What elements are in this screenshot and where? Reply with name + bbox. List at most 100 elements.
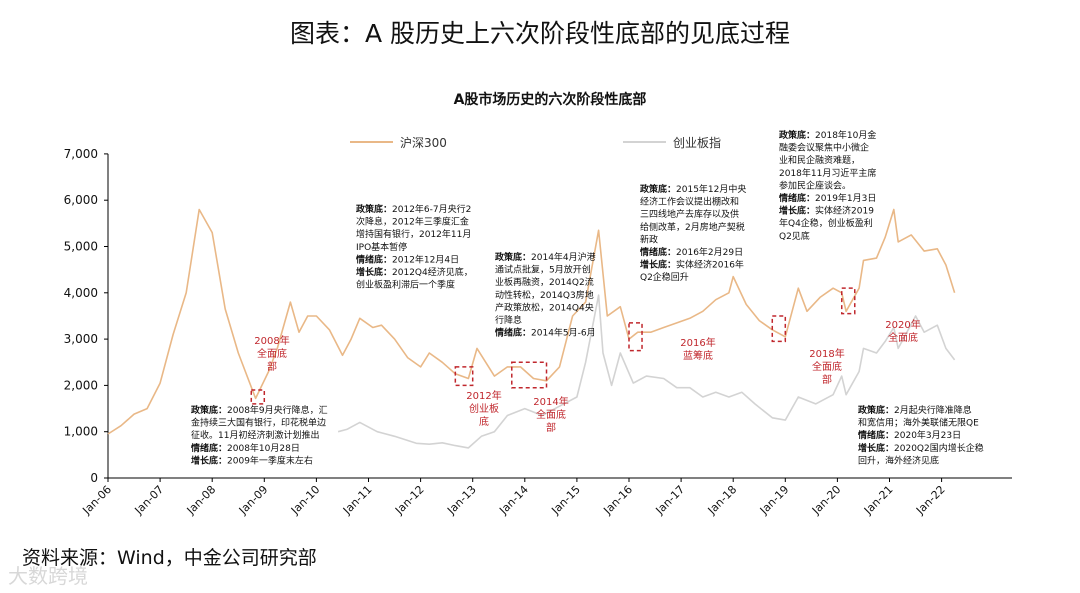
legend: 沪深300 创业板指 — [350, 135, 721, 150]
y-tick-label: 6,000 — [64, 193, 98, 207]
bottom-box-label: 蓝筹底 — [683, 349, 713, 362]
annotation-line: 征收。11月初经济刺激计划推出 — [191, 429, 319, 441]
series-line-gem — [337, 294, 956, 449]
bottom-box-label: 部 — [267, 360, 277, 373]
y-tick-label: 1,000 — [64, 425, 98, 439]
bottom-box-label: 全面底 — [812, 360, 842, 373]
line-chart: A股市场历史的六次阶段性底部 沪深300 创业板指 0 1,000 2,000 3,0… — [64, 91, 1012, 518]
y-tick-label: 0 — [90, 471, 98, 485]
annotation-line: 增长底：2020Q2国内增长企稳 — [858, 442, 984, 454]
x-tick-label: Jan-20 — [809, 483, 844, 518]
annotation-line: 新政 — [640, 233, 658, 245]
x-tick-label: Jan-15 — [548, 483, 583, 518]
annotation-line: 回升，海外经济见底 — [858, 454, 939, 466]
bottom-box-label: 2008年 — [254, 334, 289, 347]
x-tick-label: Jan-12 — [392, 483, 427, 518]
y-tick-label: 5,000 — [64, 240, 98, 254]
annotation-line: 和宽信用；海外美联储无限QE — [858, 417, 979, 429]
x-tick-label: Jan-09 — [236, 483, 271, 518]
y-tick-label: 4,000 — [64, 286, 98, 300]
annotation-line: 三四线地产去库存以及供 — [640, 208, 739, 220]
bottom-box-label: 全面底 — [257, 347, 287, 360]
annotation-line: 情绪底：2014年5月-6月 — [494, 327, 596, 339]
annotation-line: 行降息 — [495, 314, 522, 326]
annotation-line: 政策底：2015年12月中央 — [640, 183, 746, 195]
x-tick-label: Jan-21 — [861, 483, 896, 518]
annotation-line: 情绪底：2012年12月4日 — [355, 253, 459, 265]
y-tick-label: 7,000 — [64, 147, 98, 161]
x-tick-label: Jan-18 — [705, 483, 740, 518]
series-layer — [107, 208, 956, 449]
bottom-box-label: 全面底 — [888, 331, 918, 344]
x-tick-label: Jan-06 — [80, 483, 115, 518]
annotation-line: 动性转松，2014Q3房地 — [495, 289, 594, 301]
bottom-box-label: 2014年 — [533, 395, 568, 408]
y-tick-label: 2,000 — [64, 378, 98, 392]
annotation-layer: 政策底：2008年9月央行降息，汇金持续三大国有银行，印花税单边征收。11月初经… — [190, 129, 984, 466]
annotation-line: 政策底：2012年6-7月央行2 — [356, 203, 471, 215]
annotation-line: IPO基本暂停 — [356, 241, 407, 253]
y-tick-label: 3,000 — [64, 332, 98, 346]
x-tick-label: Jan-10 — [288, 483, 323, 518]
annotation-line: 创业板盈利滞后一个季度 — [356, 279, 455, 291]
bottom-box — [771, 315, 787, 343]
chart-title: A股市场历史的六次阶段性底部 — [454, 91, 647, 108]
x-tick-label: Jan-11 — [340, 483, 375, 518]
annotation-line: 给侧改革，2月房地产契税 — [640, 221, 745, 233]
bottom-box-label: 底 — [479, 415, 489, 428]
x-tick-label: Jan-22 — [913, 483, 948, 518]
annotation-line: 政策底：2014年4月沪港 — [495, 251, 596, 263]
annotation-line: 情绪底：2019年1月3日 — [778, 192, 876, 204]
bottom-box-label: 2018年 — [809, 347, 844, 360]
annotation-line: 情绪底：2016年2月29日 — [639, 246, 743, 258]
x-tick-label: Jan-14 — [496, 483, 531, 518]
annotation-line: 增长底：实体经济2016年 — [640, 259, 744, 271]
bottom-box-label: 2020年 — [885, 318, 920, 331]
annotation-line: 业和民企融资难题， — [779, 154, 860, 166]
x-tick-label: Jan-08 — [184, 483, 219, 518]
bottom-box — [454, 366, 474, 387]
y-axis: 0 1,000 2,000 3,000 4,000 5,000 6,000 7,000 — [64, 147, 109, 485]
bottom-box — [840, 287, 856, 315]
annotation-line: 情绪底：2008年10月28日 — [190, 442, 300, 454]
annotation-line: 经济工作会议提出棚改和 — [640, 196, 739, 208]
annotation-line: 政策底：2008年9月央行降息，汇 — [191, 404, 328, 416]
figure-title: 图表：A 股历史上六次阶段性底部的见底过程 — [289, 19, 791, 48]
x-tick-label: Jan-16 — [601, 483, 636, 518]
bottom-box-label: 创业板 — [469, 402, 499, 415]
bottom-box-label: 部 — [822, 373, 832, 386]
annotation-line: 情绪底：2020年3月23日 — [857, 429, 961, 441]
annotation-line: 通试点批复，5月放开创 — [495, 264, 591, 276]
annotation-line: 增长底：实体经济2019 — [779, 205, 874, 217]
x-tick-label: Jan-17 — [653, 483, 688, 518]
x-tick-label: Jan-13 — [444, 483, 479, 518]
annotation-line: 增长底：2012Q4经济见底， — [356, 266, 473, 278]
bottom-box-label: 2012年 — [466, 389, 501, 402]
annotation-line: 政策底：2018年10月金 — [779, 129, 876, 141]
x-axis: Jan-06 Jan-07 Jan-08 Jan-09 Jan-10 Jan-11 Jan-… — [80, 477, 1012, 518]
annotation-line: 业板再融资，2014Q2流 — [495, 276, 594, 288]
legend-label-gem: 创业板指 — [673, 135, 721, 150]
bottom-box-label: 全面底 — [536, 408, 566, 421]
series-line-csi300 — [107, 208, 956, 435]
bottom-box-label: 2016年 — [680, 336, 715, 349]
bottom-box-label: 部 — [546, 421, 556, 434]
annotation-line: 增长底：2009年一季度末左右 — [191, 454, 313, 466]
annotation-line: 次降息，2012年三季度汇金 — [356, 216, 469, 228]
x-tick-label: Jan-19 — [757, 483, 792, 518]
watermark: 大数跨境 — [8, 564, 88, 588]
annotation-line: Q2见底 — [779, 230, 810, 242]
x-tick-label: Jan-07 — [132, 483, 167, 518]
annotation-line: 参加民企座谈会。 — [779, 179, 851, 191]
annotation-line: Q2企稳回升 — [640, 271, 689, 283]
source-note: 资料来源：Wind，中金公司研究部 — [22, 547, 317, 569]
annotation-line: 政策底：2月起央行降准降息 — [858, 404, 972, 416]
annotation-line: 增持国有银行，2012年11月 — [356, 228, 471, 240]
annotation-line: 金持续三大国有银行，印花税单边 — [191, 417, 326, 429]
annotation-line: 融委会议聚焦中小微企 — [779, 142, 869, 154]
annotation-line: 产政策放松，2014Q4央 — [495, 301, 594, 313]
bottom-box — [511, 361, 548, 389]
legend-label-csi300: 沪深300 — [400, 136, 447, 150]
annotation-line: 年Q4企稳，创业板盈利 — [779, 217, 873, 229]
